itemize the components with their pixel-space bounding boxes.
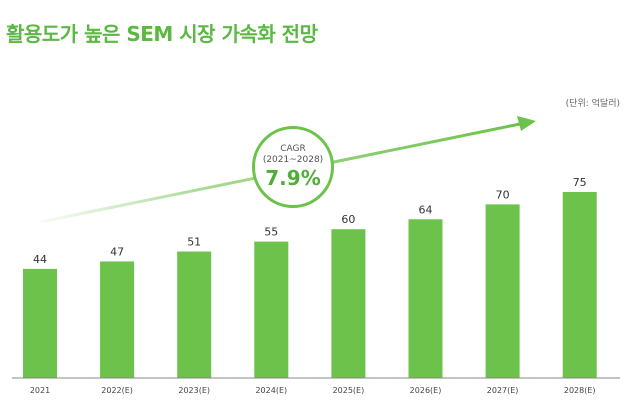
bar-2021: [23, 268, 57, 378]
cagr-badge: CAGR (2021~2028) 7.9%: [252, 126, 334, 208]
chart-title: 활용도가 높은 SEM 시장 가속화 전망: [6, 22, 318, 46]
x-tick-2025(E): 2025(E): [333, 386, 365, 395]
data-label-2022(E): 47: [110, 245, 124, 258]
data-label-2026(E): 64: [419, 203, 433, 216]
data-label-2024(E): 55: [264, 226, 278, 239]
x-tick-2026(E): 2026(E): [410, 386, 442, 395]
data-label-2021: 44: [33, 253, 47, 266]
x-tick-2023(E): 2023(E): [178, 386, 210, 395]
bar-2028(E): [562, 192, 597, 378]
data-label-2023(E): 51: [187, 236, 201, 249]
bar-2027(E): [485, 204, 520, 378]
bar-2022(E): [100, 261, 135, 378]
x-tick-2027(E): 2027(E): [487, 386, 519, 395]
unit-note: (단위: 억달러): [565, 99, 620, 109]
bar-2023(E): [177, 251, 212, 378]
cagr-label: CAGR: [280, 144, 306, 154]
data-label-2027(E): 70: [496, 188, 510, 201]
bar-2025(E): [331, 229, 366, 378]
bar-2026(E): [408, 219, 443, 378]
x-tick-2021: 2021: [30, 386, 50, 395]
x-tick-2022(E): 2022(E): [101, 386, 133, 395]
cagr-period: (2021~2028): [262, 155, 324, 165]
bars-group: 44 2021 47 2022(E) 51 2023(E) 55 2024(E) 60 2025(…: [23, 176, 597, 395]
x-tick-2024(E): 2024(E): [255, 386, 287, 395]
data-label-2028(E): 75: [573, 176, 587, 189]
bar-2024(E): [254, 241, 289, 378]
x-tick-2028(E): 2028(E): [564, 386, 596, 395]
data-label-2025(E): 60: [341, 213, 355, 226]
arrow-head-icon: [517, 116, 536, 131]
cagr-value: 7.9%: [265, 166, 321, 190]
